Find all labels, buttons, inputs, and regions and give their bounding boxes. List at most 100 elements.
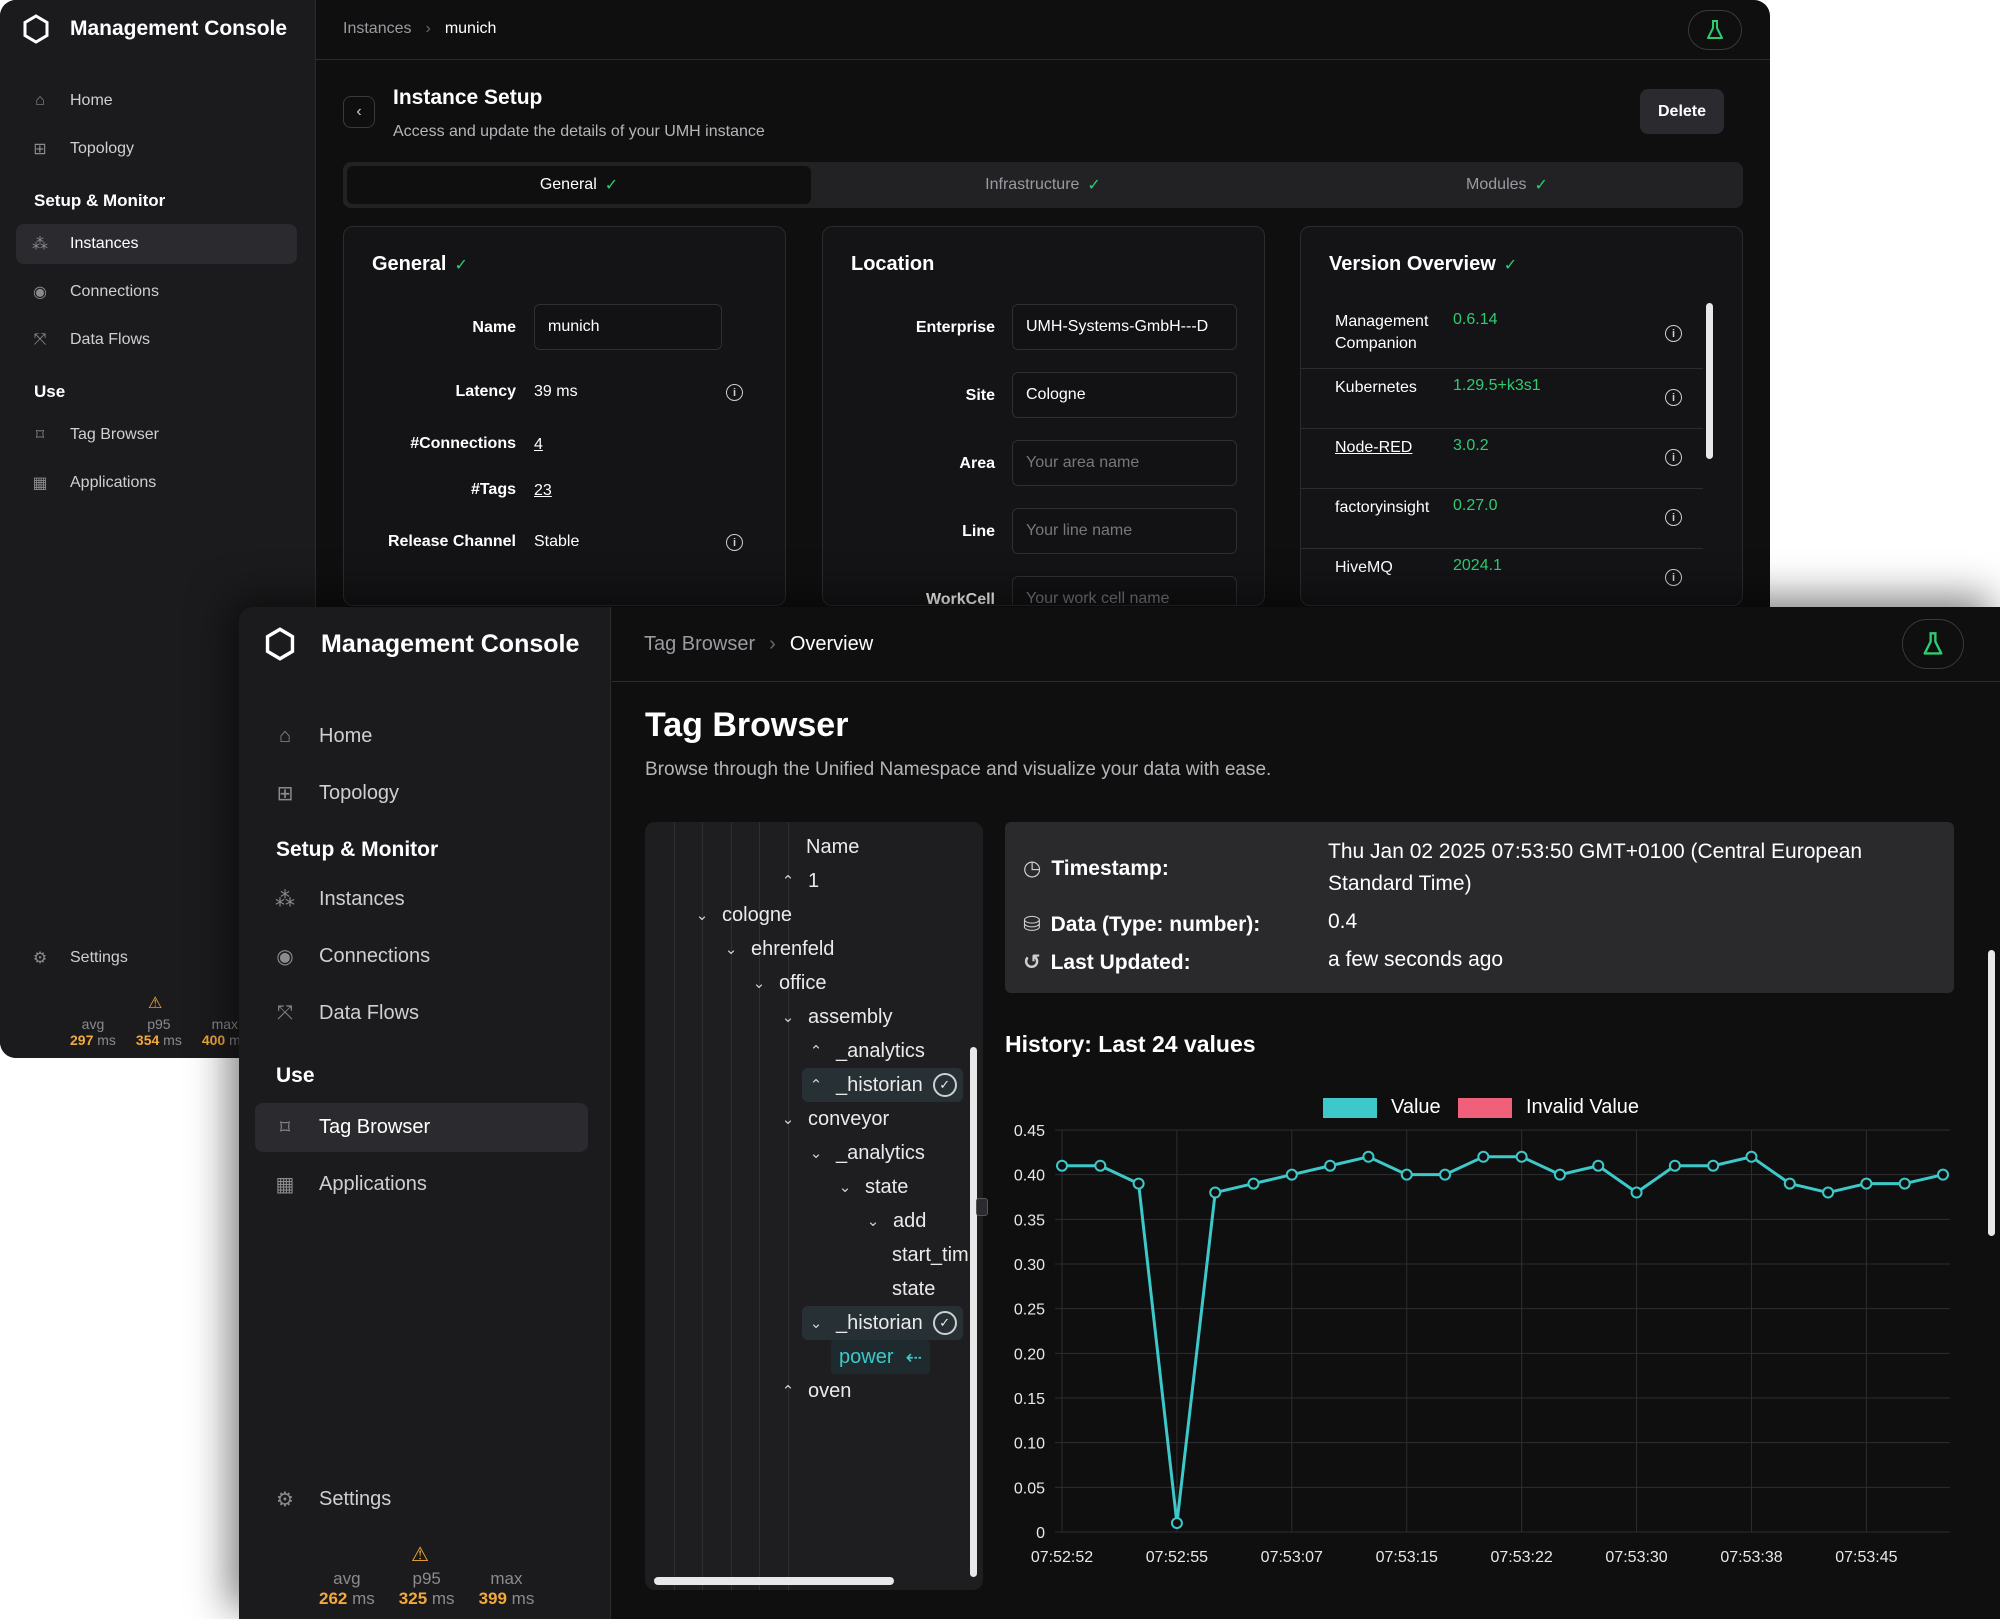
tree-node[interactable]: ⌃ 1 (778, 864, 819, 898)
nav-label: Topology (319, 782, 400, 804)
card-title-text: Version Overview (1329, 253, 1496, 275)
chevron-up-icon: ⌃ (809, 1077, 823, 1094)
section-setup-monitor: Setup & Monitor (34, 191, 166, 210)
tab-modules[interactable]: Modules ✓ (1275, 166, 1739, 204)
nav-tag-browser[interactable]: ⌑ Tag Browser (255, 1103, 588, 1152)
brand[interactable]: Management Console (22, 14, 287, 44)
line-input[interactable]: Your line name (1012, 508, 1237, 554)
tab-label: Modules (1466, 176, 1527, 193)
tree-node[interactable]: ⌃ oven (778, 1374, 852, 1408)
tree-node[interactable]: ⌄ state (835, 1170, 909, 1204)
tree-vertical-scrollbar[interactable] (970, 1047, 977, 1577)
line-label: Line (962, 523, 995, 540)
nav-home[interactable]: ⌂ Home (255, 712, 588, 761)
x-tick-label: 07:53:38 (1720, 1549, 1782, 1566)
site-input[interactable]: Cologne (1012, 372, 1237, 418)
brand[interactable]: Management Console (264, 627, 579, 661)
info-icon[interactable]: i (1665, 509, 1682, 526)
tree-node[interactable]: ⌄ ehrenfeld (721, 932, 835, 966)
enterprise-input[interactable]: UMH-Systems-GmbH---D (1012, 304, 1237, 350)
tree-node-selected[interactable]: ⌃ _historian ✓ (802, 1068, 963, 1102)
y-tick-label: 0.10 (1014, 1436, 1045, 1453)
data-point (1630, 1186, 1643, 1199)
version-name-link[interactable]: Node-RED (1335, 439, 1413, 456)
tags-value[interactable]: 23 (534, 482, 552, 499)
detail-label-text: Data (Type: number): (1050, 912, 1261, 936)
tree-leaf[interactable]: start_tim (892, 1243, 969, 1266)
nav-topology[interactable]: ⊞ Topology (16, 129, 297, 169)
connections-label: #Connections (410, 435, 516, 452)
info-icon[interactable]: i (1665, 389, 1682, 406)
y-tick-label: 0 (1036, 1525, 1045, 1542)
info-icon[interactable]: i (726, 384, 743, 401)
back-button[interactable]: ‹ (343, 96, 375, 128)
area-input[interactable]: Your area name (1012, 440, 1237, 486)
breadcrumb-parent[interactable]: Tag Browser (644, 633, 756, 655)
tree-node[interactable]: ⌄ office (749, 966, 827, 1000)
check-icon: ✓ (454, 257, 468, 274)
nav-label: Connections (70, 283, 159, 300)
chevron-up-icon: ⌃ (781, 1383, 795, 1400)
tree-leaf-active[interactable]: power ⇠ (831, 1340, 931, 1374)
info-icon[interactable]: i (726, 534, 743, 551)
chevron-down-icon: ⌄ (781, 1111, 795, 1128)
info-icon[interactable]: i (1665, 569, 1682, 586)
nav-instances[interactable]: ⁂ Instances (16, 224, 297, 264)
tab-general[interactable]: General ✓ (347, 166, 811, 204)
latency-max: 400 (201, 1032, 226, 1048)
legend-invalid[interactable]: Invalid Value (1458, 1096, 1639, 1119)
connections-value[interactable]: 4 (534, 436, 543, 453)
home-icon: ⌂ (35, 92, 45, 109)
tree-node-label: cologne (722, 903, 793, 926)
breadcrumb-parent[interactable]: Instances (343, 20, 412, 37)
warning-icon: ⚠ (411, 1544, 429, 1566)
tree-node[interactable]: ⌄ conveyor (778, 1102, 889, 1136)
chevron-down-icon: ⌄ (724, 941, 738, 958)
grid-icon: ▦ (32, 475, 48, 492)
delete-button[interactable]: Delete (1640, 89, 1724, 134)
flask-icon[interactable] (1688, 10, 1742, 50)
nav-tag-browser[interactable]: ⌑ Tag Browser (16, 415, 297, 455)
tree-node-selected[interactable]: ⌄ _historian ✓ (802, 1306, 963, 1340)
nav-applications[interactable]: ▦ Applications (16, 463, 297, 503)
info-icon[interactable]: i (1665, 449, 1682, 466)
tree-node[interactable]: ⌄ cologne (692, 898, 792, 932)
tag-tree: Name ⌃ 1 ⌄ cologne ⌄ ehrenfeld ⌄ office ⌄ ass… (645, 822, 983, 1590)
tree-node-label: state (865, 1175, 909, 1198)
tree-node[interactable]: ⌃ _analytics (806, 1034, 925, 1068)
latency-max-label: max (211, 1016, 239, 1032)
area-label: Area (959, 455, 995, 472)
tree-node-label: _historian (836, 1073, 923, 1096)
nav-topology[interactable]: ⊞ Topology (255, 769, 588, 818)
location-card: Location Enterprise UMH-Systems-GmbH---D… (822, 226, 1265, 606)
nav-label: Applications (70, 474, 157, 491)
version-scrollbar[interactable] (1706, 303, 1713, 459)
page-scrollbar[interactable] (1988, 950, 1995, 1236)
nav-applications[interactable]: ▦ Applications (255, 1160, 588, 1209)
tab-infrastructure[interactable]: Infrastructure ✓ (811, 166, 1275, 204)
tree-node[interactable]: ⌄ assembly (778, 1000, 893, 1034)
workcell-input[interactable]: Your work cell name (1012, 576, 1237, 605)
tree-node[interactable]: ⌄ _analytics (806, 1136, 925, 1170)
x-tick-label: 07:53:22 (1491, 1549, 1553, 1566)
nav-data-flows[interactable]: ⤧ Data Flows (16, 320, 297, 360)
name-input[interactable]: munich (534, 304, 722, 350)
legend-value[interactable]: Value (1323, 1096, 1441, 1119)
nav-instances[interactable]: ⁂ Instances (255, 875, 588, 924)
nav-home[interactable]: ⌂ Home (16, 81, 297, 121)
flask-icon[interactable] (1902, 619, 1964, 669)
y-tick-label: 0.45 (1014, 1123, 1045, 1140)
last-updated-value: a few seconds ago (1328, 948, 1504, 971)
tree-horizontal-scrollbar[interactable] (654, 1577, 894, 1585)
nav-settings[interactable]: ⚙ Settings (16, 938, 297, 978)
resize-handle-icon[interactable] (976, 1198, 988, 1216)
version-name: Kubernetes (1335, 379, 1417, 396)
nav-connections[interactable]: ◉ Connections (16, 272, 297, 312)
nav-data-flows[interactable]: ⤧ Data Flows (255, 989, 588, 1038)
tree-leaf[interactable]: state (892, 1277, 936, 1300)
nav-connections[interactable]: ◉ Connections (255, 932, 588, 981)
nav-settings[interactable]: ⚙ Settings (255, 1475, 588, 1524)
latency-avg-label: avg (333, 1569, 361, 1588)
tree-node[interactable]: ⌄ add (863, 1204, 927, 1238)
info-icon[interactable]: i (1665, 325, 1682, 342)
